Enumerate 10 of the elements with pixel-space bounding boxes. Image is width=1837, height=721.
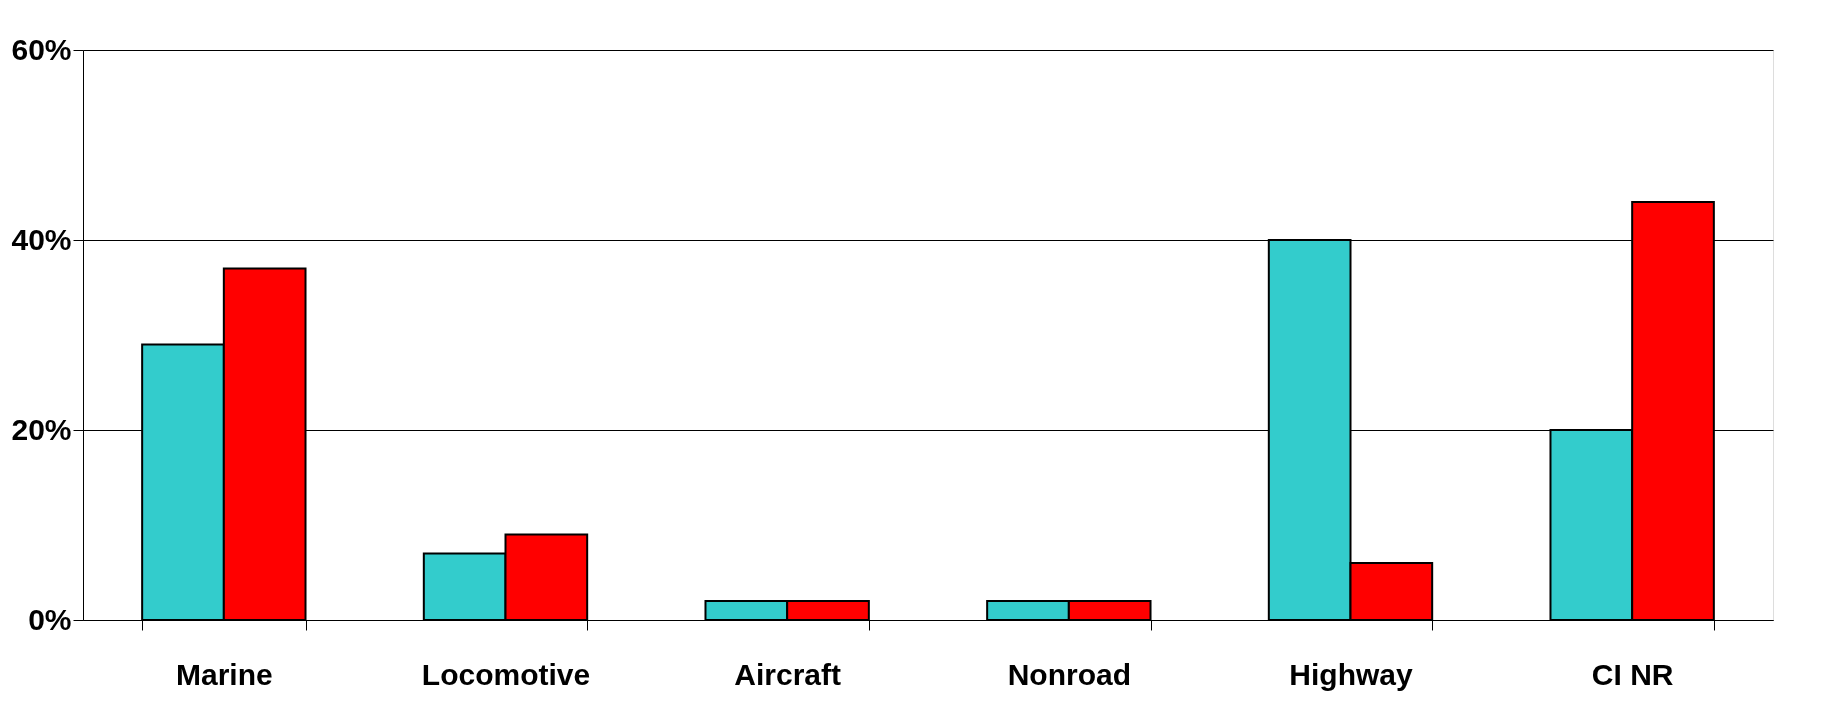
y-tick-label: 20% <box>11 412 72 446</box>
y-tick-label: 40% <box>11 222 72 256</box>
x-tick-label: CI NR <box>1591 657 1674 691</box>
x-tick-label: Nonroad <box>1007 657 1131 691</box>
x-tick-label: Marine <box>175 657 273 691</box>
x-tick-label: Aircraft <box>734 657 842 691</box>
y-tick-label: 0% <box>28 602 72 636</box>
x-tick-label: Locomotive <box>421 657 591 691</box>
x-tick-label: Highway <box>1289 657 1413 691</box>
y-tick-label: 60% <box>11 32 72 66</box>
